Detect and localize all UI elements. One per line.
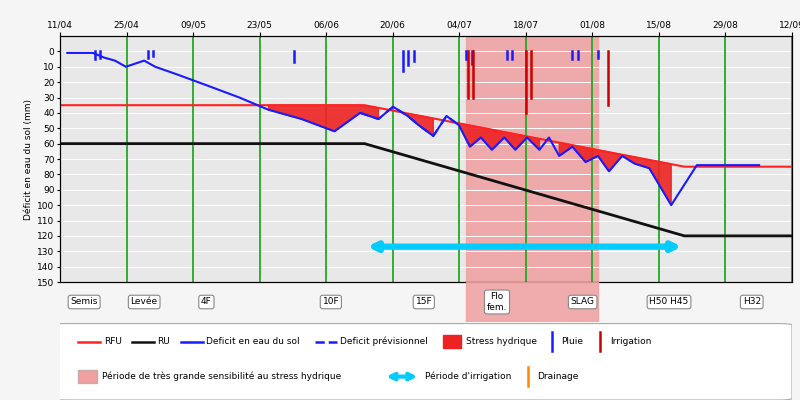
Bar [443,335,461,348]
Text: 10F: 10F [322,298,339,306]
Text: Drainage: Drainage [538,372,578,381]
Text: Semis: Semis [70,298,98,306]
Text: RU: RU [158,337,170,346]
Text: Flo
fem.: Flo fem. [486,292,507,312]
Text: Deficit prévisionnel: Deficit prévisionnel [340,337,428,346]
Text: H50 H45: H50 H45 [650,298,689,306]
Text: SLAG: SLAG [570,298,594,306]
Text: RFU: RFU [104,337,122,346]
Bar [78,370,97,383]
FancyBboxPatch shape [53,324,792,400]
Text: Période d'irrigation: Période d'irrigation [426,372,512,381]
Bar [466,282,598,322]
Text: Levée: Levée [130,298,158,306]
Text: Stress hydrique: Stress hydrique [466,337,538,346]
Text: Période de très grande sensibilité au stress hydrique: Période de très grande sensibilité au st… [102,372,341,381]
Text: Pluie: Pluie [562,337,583,346]
Text: H32: H32 [742,298,761,306]
Text: 15F: 15F [415,298,432,306]
Bar [466,36,598,282]
Text: Irrigation: Irrigation [610,337,651,346]
Text: Deficit en eau du sol: Deficit en eau du sol [206,337,300,346]
Y-axis label: Déficit en eau du sol (mm): Déficit en eau du sol (mm) [24,98,33,220]
Text: 4F: 4F [201,298,212,306]
